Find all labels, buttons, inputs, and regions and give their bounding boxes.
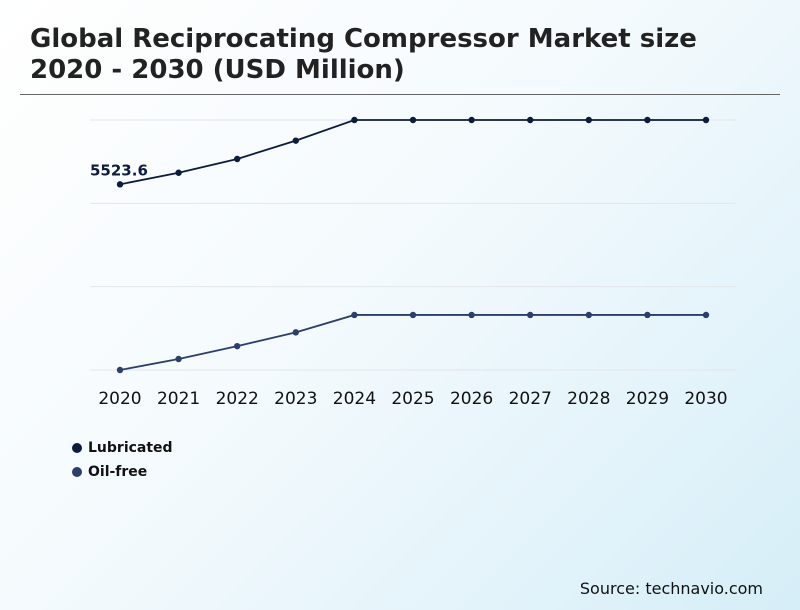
- x-tick-label: 2023: [274, 389, 317, 409]
- data-point: [175, 355, 182, 363]
- data-point: [468, 116, 475, 124]
- x-tick-label: 2025: [391, 389, 434, 409]
- source-note: Source: technavio.com: [579, 579, 763, 598]
- data-point: [702, 116, 710, 124]
- legend: Lubricated Oil-free: [72, 436, 173, 484]
- x-tick-label: 2029: [626, 389, 669, 409]
- x-tick-label: 2020: [98, 389, 141, 409]
- x-tick-label: 2028: [567, 389, 610, 409]
- data-point: [644, 116, 651, 124]
- x-tick-label: 2022: [216, 389, 259, 409]
- data-point: [702, 311, 710, 319]
- title-divider: [20, 94, 780, 95]
- data-point: [351, 311, 358, 319]
- data-point: [644, 311, 651, 319]
- x-tick-label: 2026: [450, 389, 493, 409]
- x-tick-label: 2027: [509, 389, 552, 409]
- data-point: [468, 311, 475, 319]
- data-point: [234, 155, 241, 163]
- data-point: [116, 366, 124, 374]
- data-point: [409, 311, 417, 319]
- legend-marker: [72, 467, 82, 477]
- legend-label: Lubricated: [88, 440, 173, 456]
- series-line-0: [119, 119, 706, 186]
- x-tick-label: 2021: [157, 389, 200, 409]
- data-point: [292, 329, 299, 336]
- data-point: [292, 137, 299, 144]
- x-tick-label: 2024: [333, 389, 376, 409]
- series-line-1: [119, 314, 706, 371]
- line-chart: 2020 2021 2022 2023 2024 2025 2026 2027 2028 2029…: [90, 116, 736, 409]
- data-label: 5523.6: [90, 161, 148, 179]
- legend-label: Oil-free: [88, 464, 148, 480]
- data-point: [351, 116, 358, 124]
- data-point: [234, 342, 241, 350]
- legend-marker: [72, 443, 82, 453]
- legend-item: Oil-free: [72, 460, 173, 484]
- data-point: [527, 311, 534, 319]
- data-point: [116, 181, 124, 188]
- data-point: [585, 116, 592, 124]
- chart-title: Global Reciprocating Compressor Market s…: [30, 24, 697, 85]
- data-point: [175, 169, 182, 176]
- x-tick-label: 2030: [684, 389, 727, 409]
- data-point: [409, 116, 417, 124]
- data-point: [585, 311, 592, 319]
- data-point: [527, 116, 534, 124]
- legend-item: Lubricated: [72, 436, 173, 460]
